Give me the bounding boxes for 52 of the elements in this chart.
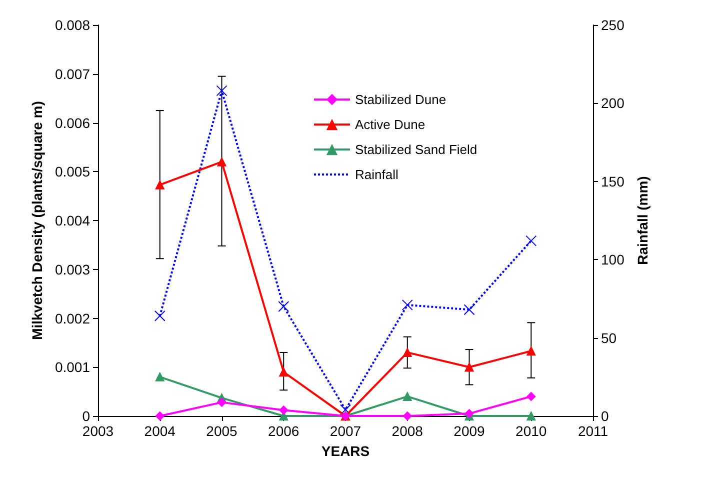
y2-tick-label: 50 [601, 330, 617, 346]
point [279, 406, 288, 415]
x-tick-label: 2009 [454, 423, 486, 439]
point [526, 235, 537, 246]
x-tick-label: 2005 [206, 423, 238, 439]
point [216, 85, 228, 96]
y-tick-label: 0.008 [54, 17, 90, 33]
y-tick-label: 0.002 [54, 310, 90, 326]
x-tick-label: 2003 [82, 423, 114, 439]
point [279, 368, 288, 377]
legend-label: Stabilized Sand Field [355, 142, 478, 157]
x-tick-label: 2007 [330, 423, 362, 439]
y-axis-title: Milkvetch Density (plants/square m) [29, 101, 46, 340]
x-tick-label: 2010 [516, 423, 547, 439]
legend-label: Stabilized Dune [355, 92, 446, 107]
y-tick-label: 0.005 [54, 164, 90, 180]
y-tick-label: 0.004 [54, 212, 90, 228]
x-tick-label: 2004 [144, 423, 176, 439]
point [340, 404, 351, 416]
point [526, 392, 536, 401]
point [402, 392, 412, 401]
x-tick-label: 2008 [392, 423, 424, 439]
legend-label: Rainfall [355, 167, 398, 182]
point [278, 301, 290, 312]
legend-label: Active Dune [355, 117, 426, 132]
point [464, 304, 475, 316]
point [402, 412, 412, 420]
point [402, 299, 413, 310]
y2-tick-label: 200 [601, 95, 625, 112]
y-tick-label: 0.006 [54, 114, 90, 131]
y2-axis-title: Rainfall (mm) [634, 176, 650, 265]
point [526, 346, 536, 356]
y2-tick-label: 0 [601, 408, 609, 424]
point [155, 412, 164, 420]
point [464, 362, 474, 372]
point [217, 398, 226, 407]
point [402, 348, 412, 357]
y-tick-label: 0.003 [54, 261, 90, 278]
y-tick-label: 0.001 [54, 359, 90, 376]
point [526, 412, 536, 420]
point [155, 372, 164, 382]
point [217, 157, 226, 166]
y2-tick-label: 100 [601, 252, 625, 268]
point [155, 180, 164, 190]
y-tick-label: 0 [82, 408, 90, 424]
y-tick-label: 0.007 [54, 66, 90, 82]
x-tick-label: 2011 [578, 423, 608, 439]
y2-tick-label: 150 [601, 173, 625, 190]
point [154, 310, 166, 322]
y2-tick-label: 250 [601, 17, 625, 33]
x-axis-title: YEARS [321, 443, 370, 459]
x-tick-label: 2006 [268, 423, 300, 439]
